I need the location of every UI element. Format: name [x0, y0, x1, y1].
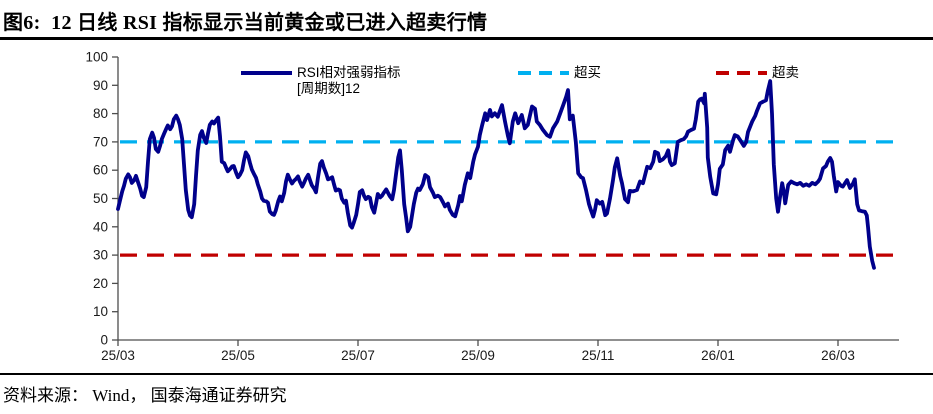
x-tick-label: 25/07: [341, 348, 375, 363]
y-tick-label: 80: [93, 106, 108, 121]
y-tick-label: 60: [93, 163, 108, 178]
y-tick-label: 90: [93, 78, 108, 93]
source-note: 资料来源： Wind， 国泰海通证券研究: [3, 386, 287, 405]
x-tick-label: 25/03: [101, 348, 135, 363]
figure-title: 图6: 12 日线 RSI 指标显示当前黄金或已进入超卖行情: [3, 12, 488, 34]
y-tick-label: 70: [93, 134, 108, 149]
legend-oversold: 超卖: [716, 65, 799, 80]
oversold-dash-swatch: [716, 70, 767, 75]
rsi-line-swatch: [241, 70, 292, 75]
legend-oversold-label: 超卖: [772, 65, 799, 80]
legend-rsi: RSI相对强弱指标 [周期数]12: [241, 65, 401, 96]
y-tick-label: 20: [93, 276, 108, 291]
legend-rsi-row: RSI相对强弱指标: [241, 65, 401, 80]
legend-overbought: 超买: [518, 65, 601, 80]
overbought-dash-swatch: [518, 70, 569, 75]
title-rule: [0, 37, 933, 40]
x-tick-label: 25/11: [582, 348, 615, 363]
y-tick-label: 100: [85, 50, 108, 65]
y-tick-label: 40: [93, 219, 108, 234]
legend-rsi-sublabel: [周期数]12: [297, 81, 361, 96]
bottom-rule: [0, 373, 933, 375]
legend-rsi-label: RSI相对强弱指标: [297, 65, 401, 80]
rsi-line: [116, 79, 876, 270]
y-tick-label: 10: [93, 304, 108, 319]
y-tick-label: 0: [100, 333, 108, 348]
legend-overbought-label: 超买: [574, 65, 601, 80]
x-tick-label: 25/09: [461, 348, 495, 363]
y-tick-label: 50: [93, 191, 108, 206]
x-tick-label: 26/03: [821, 348, 855, 363]
x-tick-label: 25/05: [221, 348, 255, 363]
y-tick-label: 30: [93, 248, 108, 263]
x-tick-label: 26/01: [701, 348, 735, 363]
